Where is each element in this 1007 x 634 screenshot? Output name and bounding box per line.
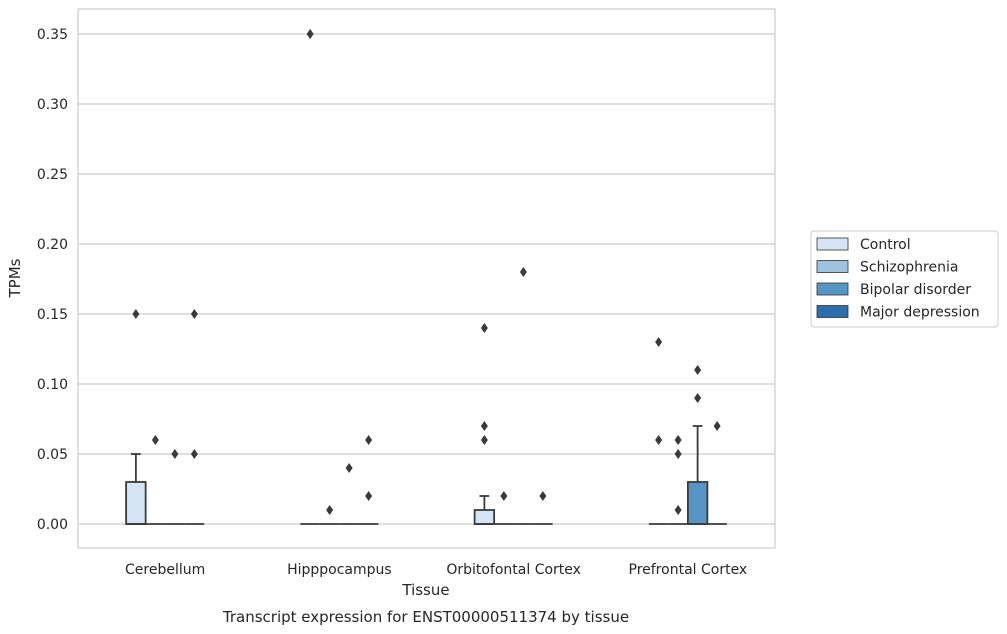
x-tick-label: Orbitofontal Cortex [446, 562, 581, 578]
outlier-point [694, 393, 702, 403]
legend-swatch [816, 237, 849, 251]
outlier-point [655, 435, 663, 445]
box-group [145, 435, 166, 525]
outlier-point [190, 309, 198, 319]
legend-label: Control [860, 237, 911, 253]
outlier-point [655, 337, 663, 347]
box-group [648, 337, 669, 525]
box-group [473, 323, 496, 525]
legend-label: Bipolar disorder [860, 282, 971, 298]
box-group [513, 267, 534, 525]
y-tick-label: 0.10 [37, 377, 68, 393]
legend-label: Major depression [860, 305, 980, 321]
box [473, 509, 496, 525]
outlier-point [694, 365, 702, 375]
box-group [165, 449, 185, 525]
outlier-point [713, 421, 721, 431]
outlier-point [519, 267, 527, 277]
boxes [125, 29, 727, 525]
box [125, 481, 147, 525]
outlier-point [480, 323, 488, 333]
outlier-point [674, 505, 682, 515]
outlier-point [132, 309, 140, 319]
plot-frame [77, 8, 776, 549]
box-group [668, 435, 688, 525]
y-tick-label: 0.35 [37, 27, 68, 43]
box-group [707, 421, 727, 525]
box-group [319, 505, 340, 525]
outlier-point [539, 491, 547, 501]
grid-lines [78, 33, 775, 525]
outlier-point [190, 449, 198, 459]
outlier-point [674, 449, 682, 459]
legend-label: Schizophrenia [860, 260, 958, 276]
outlier-point [480, 421, 488, 431]
outlier-point [500, 491, 508, 501]
outlier-point [306, 29, 314, 39]
x-axis-title: Tissue [401, 581, 449, 599]
y-tick-labels: 0.00 0.05 0.10 0.15 0.20 0.25 0.30 0.35 [37, 27, 68, 533]
box-group [184, 309, 205, 525]
legend-swatch [816, 260, 849, 273]
box-group [300, 29, 320, 525]
box-group [494, 491, 514, 525]
y-axis-title: TPMs [6, 258, 24, 298]
x-tick-label: Hipppocampus [287, 562, 392, 578]
box-group [339, 463, 359, 525]
y-tick-label: 0.05 [37, 447, 68, 463]
y-tick-label: 0.20 [37, 237, 68, 253]
outlier-point [151, 435, 159, 445]
outlier-point [674, 435, 682, 445]
x-tick-labels: Cerebellum Hipppocampus Orbitofontal Corte… [125, 562, 747, 578]
x-tick-label: Cerebellum [125, 562, 205, 578]
legend-frame [810, 230, 999, 328]
box [686, 481, 709, 525]
outlier-point [345, 463, 353, 473]
box-group [125, 309, 147, 525]
legend-swatch [816, 305, 849, 318]
legend-swatch [816, 282, 849, 296]
outlier-point [365, 491, 373, 501]
outlier-point [326, 505, 334, 515]
x-tick-label: Prefrontal Cortex [629, 562, 748, 578]
y-tick-label: 0.30 [37, 97, 68, 113]
y-tick-label: 0.00 [37, 517, 68, 533]
box-group [686, 365, 709, 525]
chart-caption: Transcript expression for ENST0000051137… [222, 608, 629, 626]
y-tick-label: 0.15 [37, 307, 68, 323]
legend: Control Schizophrenia Bipolar disorder Majo… [810, 230, 999, 328]
outlier-point [480, 435, 488, 445]
y-tick-label: 0.25 [37, 167, 68, 183]
box-group [358, 435, 379, 525]
box-group [533, 491, 553, 525]
outlier-point [365, 435, 373, 445]
outlier-point [171, 449, 179, 459]
